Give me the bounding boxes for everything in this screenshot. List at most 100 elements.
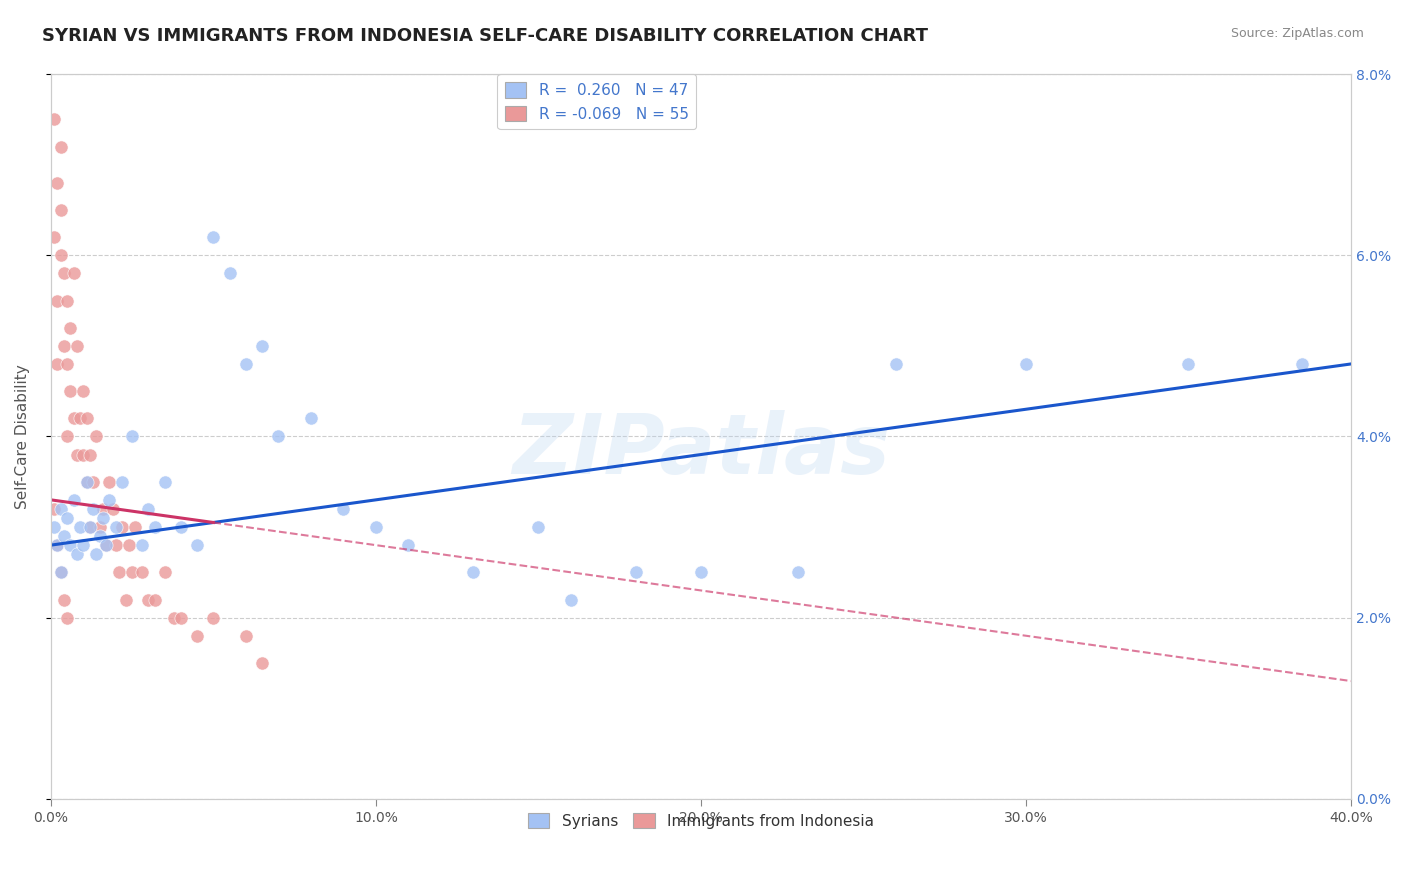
Point (69, 520, 91, 534)
Point (560, 592, 582, 607)
Point (72, 448, 94, 462)
Point (118, 538, 141, 552)
Point (52, 266, 75, 280)
Point (104, 520, 127, 534)
Point (42, 112, 65, 127)
Point (108, 566, 131, 580)
Point (66, 339, 89, 353)
Point (143, 592, 166, 607)
Text: SYRIAN VS IMMIGRANTS FROM INDONESIA SELF-CARE DISABILITY CORRELATION CHART: SYRIAN VS IMMIGRANTS FROM INDONESIA SELF… (42, 27, 928, 45)
Point (49, 566, 72, 580)
Point (267, 429, 290, 443)
Point (218, 266, 240, 280)
Point (76, 475, 98, 489)
Point (59, 384, 82, 398)
Point (59, 538, 82, 552)
Point (66, 547, 89, 561)
Point (86, 429, 108, 443)
Point (186, 538, 208, 552)
Point (111, 520, 134, 534)
Y-axis label: Self-Care Disability: Self-Care Disability (15, 364, 30, 508)
Point (79, 520, 101, 534)
Point (56, 511, 79, 525)
Point (62, 492, 84, 507)
Point (153, 566, 176, 580)
Point (1291, 357, 1313, 371)
Point (143, 520, 166, 534)
Point (49, 502, 72, 516)
Point (52, 592, 75, 607)
Point (76, 475, 98, 489)
Point (364, 520, 387, 534)
Legend: Syrians, Immigrants from Indonesia: Syrians, Immigrants from Indonesia (522, 806, 880, 835)
Point (131, 538, 153, 552)
Point (299, 411, 322, 425)
Point (52, 529, 75, 543)
Point (91, 502, 114, 516)
Point (56, 293, 79, 308)
Point (46, 538, 69, 552)
Point (131, 566, 153, 580)
Point (62, 411, 84, 425)
Point (91, 511, 114, 525)
Point (49, 139, 72, 153)
Point (79, 520, 101, 534)
Point (690, 566, 713, 580)
Point (121, 566, 143, 580)
Point (98, 492, 121, 507)
Point (94, 538, 117, 552)
Point (56, 429, 79, 443)
Point (153, 475, 176, 489)
Point (98, 475, 121, 489)
Point (49, 566, 72, 580)
Point (202, 610, 225, 624)
Point (1177, 357, 1199, 371)
Point (527, 520, 550, 534)
Point (69, 411, 91, 425)
Text: Source: ZipAtlas.com: Source: ZipAtlas.com (1230, 27, 1364, 40)
Point (396, 538, 419, 552)
Point (52, 339, 75, 353)
Point (250, 656, 273, 670)
Point (250, 339, 273, 353)
Point (46, 176, 69, 190)
Point (56, 357, 79, 371)
Point (82, 502, 104, 516)
Point (163, 610, 186, 624)
Point (62, 266, 84, 280)
Point (42, 520, 65, 534)
Point (138, 592, 160, 607)
Point (170, 610, 193, 624)
Point (49, 202, 72, 217)
Point (332, 502, 354, 516)
Point (463, 566, 485, 580)
Point (111, 475, 134, 489)
Point (72, 384, 94, 398)
Point (46, 538, 69, 552)
Point (89, 520, 111, 534)
Point (46, 357, 69, 371)
Point (114, 592, 136, 607)
Point (202, 230, 225, 244)
Point (56, 610, 79, 624)
Point (121, 429, 143, 443)
Point (235, 357, 257, 371)
Text: ZIPatlas: ZIPatlas (512, 410, 890, 491)
Point (787, 566, 810, 580)
Point (42, 502, 65, 516)
Point (72, 538, 94, 552)
Point (76, 411, 98, 425)
Point (124, 520, 146, 534)
Point (186, 629, 208, 643)
Point (46, 293, 69, 308)
Point (138, 502, 160, 516)
Point (884, 357, 907, 371)
Point (104, 538, 127, 552)
Point (101, 502, 124, 516)
Point (82, 475, 104, 489)
Point (89, 529, 111, 543)
Point (94, 538, 117, 552)
Point (86, 547, 108, 561)
Point (49, 248, 72, 262)
Point (1015, 357, 1038, 371)
